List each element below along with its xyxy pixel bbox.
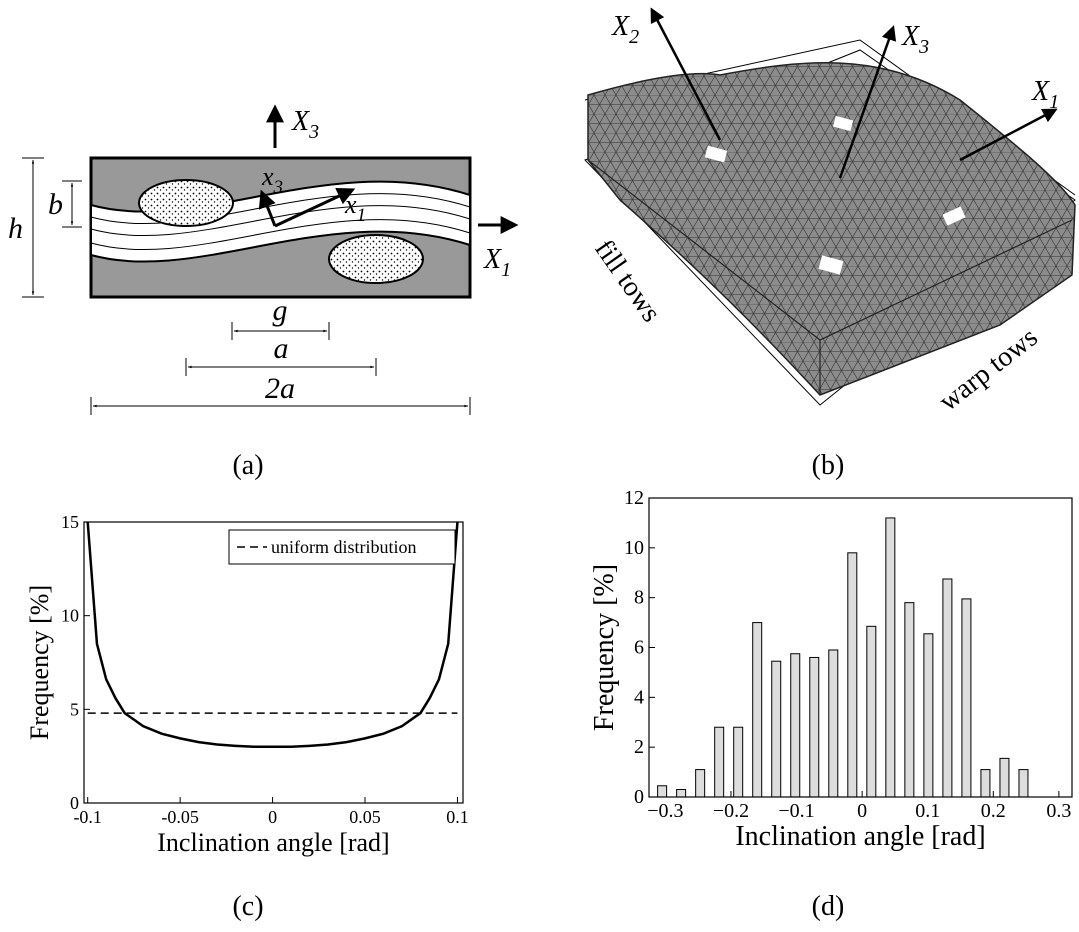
dim-label: h (8, 212, 23, 245)
x-tick-label: -0.05 (161, 807, 199, 827)
bar (886, 518, 895, 797)
x-tick-label: 0.3 (1046, 800, 1071, 822)
y-tick-label: 2 (634, 736, 644, 758)
bar (696, 770, 705, 797)
dim-label: b (48, 188, 63, 221)
dim-label: a (274, 332, 289, 365)
y-tick-label: 15 (61, 512, 79, 532)
bar (981, 770, 990, 797)
x-tick-label: 0.1 (446, 807, 469, 827)
panel-a: X3 X1 x3 x1 h b g a 2a (a) (8, 106, 515, 481)
label-main: X (291, 106, 310, 137)
label-sub: 3 (918, 36, 929, 58)
axis-label: X3 (901, 21, 929, 58)
tow-label: fill tows (588, 234, 666, 328)
x-tick-label: 0 (268, 807, 277, 827)
y-tick-label: 0 (634, 786, 644, 808)
x-tick-label: −0.3 (647, 800, 683, 822)
chart: −0.3 −0.2 −0.1 0 0.1 0.2 0.3 0 2 4 6 8 10 12 Inclinati… (589, 487, 1072, 852)
label-sub: 2 (629, 26, 639, 48)
caption: (a) (232, 450, 263, 481)
y-tick-label: 6 (634, 637, 644, 659)
label-sub: 3 (273, 177, 284, 198)
y-tick-label: 0 (70, 793, 79, 813)
x-axis-label: Inclination angle [rad] (735, 821, 985, 852)
plot-frame (649, 498, 1072, 797)
label-main: X (611, 11, 630, 42)
bar (924, 634, 933, 797)
axis-label: X3 (291, 106, 319, 143)
label-main: x (344, 190, 357, 219)
dim-label: 2a (265, 372, 295, 405)
y-tick-label: 12 (624, 487, 644, 509)
y-tick-label: 4 (634, 686, 644, 708)
label-main: X (483, 244, 502, 275)
fill-tow (329, 235, 423, 283)
caption: (d) (812, 891, 845, 922)
panel-b: X2 X3 X1 fill tows warp tows (b) (585, 10, 1075, 481)
bar (810, 657, 819, 797)
y-tick-label: 10 (624, 537, 644, 559)
y-axis-label: Frequency [%] (25, 585, 54, 740)
label-main: X (1031, 76, 1050, 107)
bar (658, 786, 667, 797)
bar (753, 623, 762, 797)
bar (943, 579, 952, 797)
x-tick-label: 0.05 (349, 807, 381, 827)
bar (962, 599, 971, 797)
y-axis-label: Frequency [%] (589, 564, 620, 731)
figure: X3 X1 x3 x1 h b g a 2a (a) (0, 0, 1079, 932)
x-axis-label: Inclination angle [rad] (157, 828, 389, 857)
bar (734, 727, 743, 797)
bar (715, 727, 724, 797)
axis-label: X2 (611, 11, 639, 48)
label-sub: 1 (501, 259, 511, 281)
axis-label: X1 (1031, 76, 1059, 113)
bar (791, 654, 800, 797)
label-sub: 3 (308, 121, 319, 143)
x-tick-label: −0.1 (778, 800, 814, 822)
y-tick-label: 10 (61, 606, 79, 626)
caption: (b) (812, 450, 845, 481)
bar (772, 661, 781, 797)
bar (1000, 758, 1009, 797)
caption: (c) (232, 891, 263, 922)
bar (848, 553, 857, 797)
bar (829, 650, 838, 797)
axis-label: X1 (483, 244, 511, 281)
label-sub: 1 (357, 205, 367, 226)
y-tick-label: 5 (70, 699, 79, 719)
legend: uniform distribution (229, 530, 455, 564)
fill-tow (139, 180, 233, 226)
bar (905, 603, 914, 797)
dim-label: g (273, 294, 288, 327)
label-sub: 1 (1049, 91, 1059, 113)
label-main: x (261, 162, 274, 191)
x-tick-label: 0 (857, 800, 867, 822)
x-tick-label: −0.2 (713, 800, 749, 822)
label-main: X (901, 21, 920, 52)
x-tick-label: 0.1 (915, 800, 940, 822)
x-tick-label: 0.2 (981, 800, 1006, 822)
bar (867, 626, 876, 797)
y-tick-label: 8 (634, 587, 644, 609)
bar (1019, 770, 1028, 797)
bar (677, 790, 686, 797)
legend-label: uniform distribution (271, 537, 417, 557)
